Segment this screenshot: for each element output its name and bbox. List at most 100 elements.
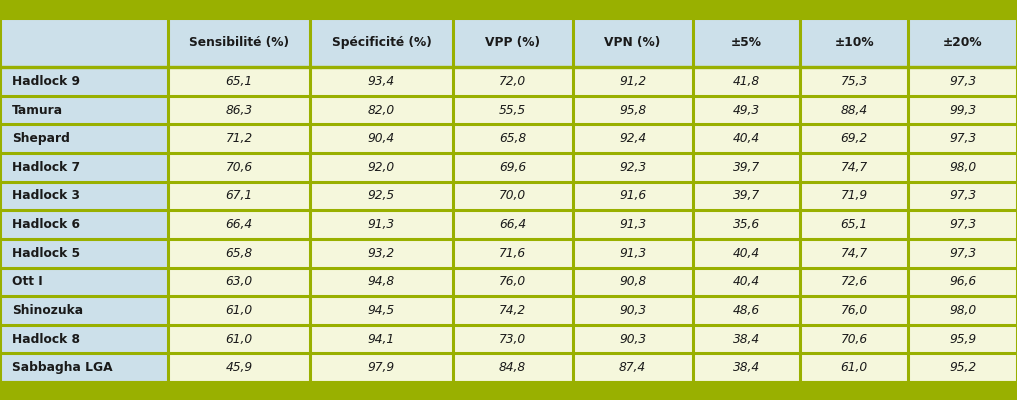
Bar: [0, 353, 168, 382]
Text: 97,3: 97,3: [949, 190, 976, 202]
Text: 90,3: 90,3: [619, 304, 646, 317]
Bar: [453, 268, 573, 296]
Bar: [800, 18, 908, 67]
Bar: [310, 210, 453, 239]
Text: Hadlock 8: Hadlock 8: [12, 332, 80, 346]
Bar: [168, 153, 310, 182]
Text: 94,8: 94,8: [368, 275, 395, 288]
Bar: [573, 210, 693, 239]
Bar: [0, 182, 168, 210]
Text: 70,6: 70,6: [841, 332, 868, 346]
Bar: [573, 124, 693, 153]
Text: 49,3: 49,3: [733, 104, 760, 116]
Text: 40,4: 40,4: [733, 247, 760, 260]
Bar: [310, 67, 453, 96]
Bar: [0, 239, 168, 268]
Bar: [573, 268, 693, 296]
Text: 70,0: 70,0: [499, 190, 526, 202]
Text: 71,2: 71,2: [226, 132, 252, 145]
Text: 91,6: 91,6: [619, 190, 646, 202]
Bar: [693, 153, 800, 182]
Bar: [693, 353, 800, 382]
Text: 65,8: 65,8: [226, 247, 252, 260]
Text: 95,9: 95,9: [949, 332, 976, 346]
Text: 39,7: 39,7: [733, 161, 760, 174]
Bar: [453, 353, 573, 382]
Bar: [310, 182, 453, 210]
Bar: [310, 239, 453, 268]
Text: 92,3: 92,3: [619, 161, 646, 174]
Bar: [908, 353, 1017, 382]
Text: Ott I: Ott I: [12, 275, 43, 288]
Text: Hadlock 9: Hadlock 9: [12, 75, 80, 88]
Text: 95,2: 95,2: [949, 361, 976, 374]
Text: 71,9: 71,9: [841, 190, 868, 202]
Bar: [800, 210, 908, 239]
Bar: [168, 96, 310, 124]
Bar: [168, 210, 310, 239]
Text: 74,2: 74,2: [499, 304, 526, 317]
Bar: [908, 182, 1017, 210]
Bar: [453, 96, 573, 124]
Text: 99,3: 99,3: [949, 104, 976, 116]
Bar: [693, 239, 800, 268]
Text: Hadlock 7: Hadlock 7: [12, 161, 80, 174]
Text: 61,0: 61,0: [841, 361, 868, 374]
Text: 90,8: 90,8: [619, 275, 646, 288]
Text: 93,4: 93,4: [368, 75, 395, 88]
Text: 91,3: 91,3: [619, 247, 646, 260]
Bar: [168, 124, 310, 153]
Text: 92,5: 92,5: [368, 190, 395, 202]
Text: 40,4: 40,4: [733, 275, 760, 288]
Bar: [693, 325, 800, 353]
Bar: [800, 353, 908, 382]
Text: 74,7: 74,7: [841, 161, 868, 174]
Text: ±20%: ±20%: [943, 36, 982, 49]
Bar: [908, 67, 1017, 96]
Text: Hadlock 5: Hadlock 5: [12, 247, 80, 260]
Bar: [908, 18, 1017, 67]
Text: 41,8: 41,8: [733, 75, 760, 88]
Text: 97,3: 97,3: [949, 247, 976, 260]
Text: 98,0: 98,0: [949, 161, 976, 174]
Text: 97,3: 97,3: [949, 132, 976, 145]
Text: 61,0: 61,0: [226, 304, 252, 317]
Text: Sensibilité (%): Sensibilité (%): [189, 36, 289, 49]
Bar: [453, 67, 573, 96]
Bar: [573, 96, 693, 124]
Bar: [0, 153, 168, 182]
Bar: [573, 325, 693, 353]
Text: ±5%: ±5%: [731, 36, 762, 49]
Text: ±10%: ±10%: [835, 36, 874, 49]
Text: 72,6: 72,6: [841, 275, 868, 288]
Bar: [0, 18, 168, 67]
Bar: [453, 153, 573, 182]
Text: 97,3: 97,3: [949, 218, 976, 231]
Text: 66,4: 66,4: [226, 218, 252, 231]
Text: 96,6: 96,6: [949, 275, 976, 288]
Bar: [0, 382, 1017, 400]
Bar: [168, 268, 310, 296]
Bar: [800, 67, 908, 96]
Text: Tamura: Tamura: [12, 104, 63, 116]
Bar: [0, 124, 168, 153]
Bar: [908, 124, 1017, 153]
Text: 65,1: 65,1: [226, 75, 252, 88]
Bar: [693, 182, 800, 210]
Text: 55,5: 55,5: [499, 104, 526, 116]
Bar: [310, 268, 453, 296]
Bar: [800, 153, 908, 182]
Bar: [168, 239, 310, 268]
Text: 69,6: 69,6: [499, 161, 526, 174]
Bar: [693, 268, 800, 296]
Text: 65,8: 65,8: [499, 132, 526, 145]
Bar: [693, 210, 800, 239]
Bar: [908, 296, 1017, 325]
Text: 95,8: 95,8: [619, 104, 646, 116]
Text: 87,4: 87,4: [619, 361, 646, 374]
Text: 92,0: 92,0: [368, 161, 395, 174]
Bar: [168, 325, 310, 353]
Bar: [573, 239, 693, 268]
Bar: [168, 182, 310, 210]
Bar: [453, 296, 573, 325]
